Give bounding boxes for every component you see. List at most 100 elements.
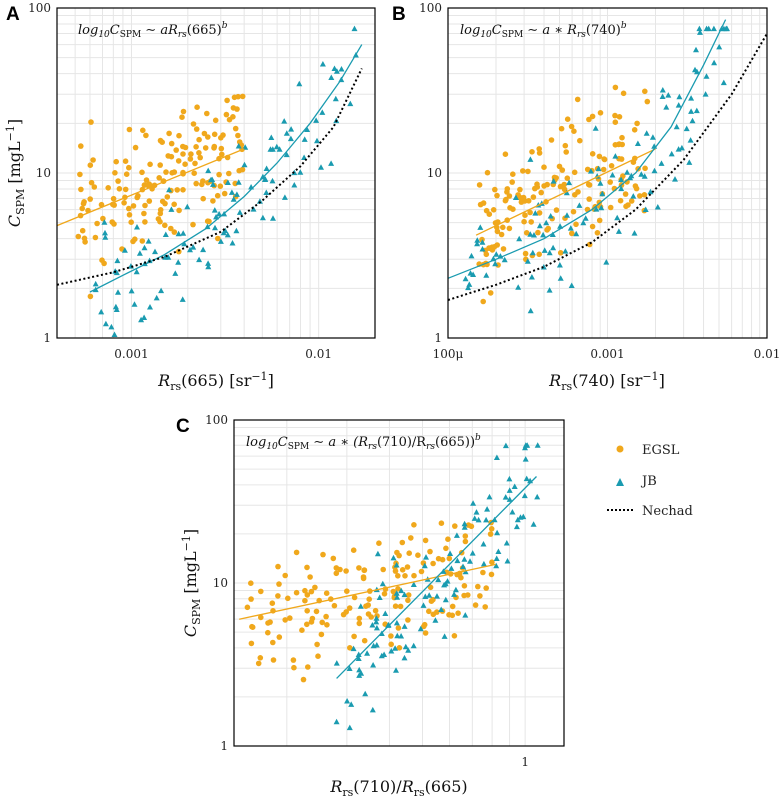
point-egsl-b xyxy=(608,163,615,169)
point-egsl-a xyxy=(193,126,200,132)
point-egsl-a xyxy=(123,171,130,177)
point-egsl-a xyxy=(218,145,225,152)
plot-frame-a xyxy=(56,7,376,339)
point-egsl-a xyxy=(236,139,243,145)
point-jb-a xyxy=(242,144,249,150)
point-egsl-a xyxy=(214,192,221,199)
point-jb-c xyxy=(441,581,448,588)
point-egsl-a xyxy=(219,151,225,158)
point-jb-a xyxy=(196,256,203,263)
point-egsl-a xyxy=(176,248,182,255)
point-jb-b xyxy=(483,272,490,278)
point-jb-a xyxy=(175,230,182,237)
point-egsl-b xyxy=(502,197,509,204)
point-jb-a xyxy=(318,164,324,170)
fit-line-egsl-b xyxy=(475,148,656,236)
point-egsl-b xyxy=(541,183,547,189)
point-jb-a xyxy=(332,95,339,102)
point-jb-a xyxy=(267,146,274,152)
point-jb-c xyxy=(493,562,500,569)
point-egsl-c xyxy=(293,589,300,596)
point-egsl-b xyxy=(506,193,513,199)
point-egsl-c xyxy=(308,588,315,595)
point-jb-b xyxy=(634,140,641,146)
point-egsl-a xyxy=(180,143,186,150)
point-egsl-a xyxy=(113,158,119,165)
point-egsl-b xyxy=(571,169,578,176)
point-jb-a xyxy=(98,308,105,315)
point-jb-c xyxy=(448,565,455,571)
point-egsl-b xyxy=(480,298,487,305)
point-egsl-b xyxy=(536,210,543,216)
point-egsl-c xyxy=(390,588,397,595)
point-jb-a xyxy=(153,294,160,301)
point-egsl-a xyxy=(121,200,127,206)
point-jb-a xyxy=(263,189,270,195)
point-jb-b xyxy=(564,212,570,218)
point-egsl-c xyxy=(360,574,367,580)
point-egsl-a xyxy=(235,132,241,139)
point-jb-a xyxy=(222,227,229,234)
point-jb-b xyxy=(501,256,508,263)
point-egsl-c xyxy=(314,641,320,648)
point-jb-c xyxy=(393,562,400,568)
legend-nechad-label: Nechad xyxy=(642,504,693,519)
point-egsl-b xyxy=(596,153,603,160)
point-egsl-b xyxy=(553,207,560,213)
point-egsl-b xyxy=(536,251,542,258)
point-jb-c xyxy=(394,594,401,600)
point-jb-a xyxy=(328,160,335,166)
point-egsl-c xyxy=(318,631,325,638)
point-egsl-b xyxy=(544,227,550,233)
point-jb-b xyxy=(694,68,700,75)
point-egsl-c xyxy=(315,653,321,659)
x-tick-label-b: 0.01 xyxy=(754,347,781,361)
point-jb-c xyxy=(373,624,380,631)
point-jb-c xyxy=(392,645,399,651)
point-egsl-c xyxy=(465,592,471,598)
point-egsl-c xyxy=(248,640,255,647)
point-jb-c xyxy=(350,645,357,652)
point-jb-c xyxy=(438,606,445,612)
point-egsl-a xyxy=(132,236,138,242)
point-jb-a xyxy=(172,270,179,276)
point-jb-b xyxy=(689,117,696,124)
point-jb-b xyxy=(524,258,531,264)
point-jb-b xyxy=(710,25,717,32)
point-egsl-c xyxy=(446,555,453,562)
point-jb-b xyxy=(703,73,710,79)
point-egsl-b xyxy=(568,123,575,130)
point-egsl-a xyxy=(226,116,233,123)
point-egsl-a xyxy=(135,193,141,199)
point-egsl-a xyxy=(206,218,212,225)
point-egsl-a xyxy=(126,126,133,133)
point-jb-a xyxy=(347,100,354,107)
point-jb-a xyxy=(175,259,182,265)
point-egsl-a xyxy=(75,233,82,240)
point-jb-c xyxy=(434,593,440,599)
point-jb-b xyxy=(618,176,625,183)
point-egsl-c xyxy=(426,608,432,615)
plot-frame-c xyxy=(233,419,565,747)
point-jb-b xyxy=(624,169,631,175)
point-egsl-b xyxy=(585,181,592,188)
point-egsl-c xyxy=(351,633,357,640)
point-egsl-c xyxy=(392,603,399,609)
point-egsl-b xyxy=(616,114,623,120)
point-jb-c xyxy=(506,496,513,502)
point-jb-a xyxy=(283,130,290,136)
point-egsl-a xyxy=(217,183,224,189)
y-tick-label-b: 100 xyxy=(419,1,442,15)
point-jb-c xyxy=(522,456,529,462)
point-jb-b xyxy=(705,25,712,32)
panel-letter-c: C xyxy=(176,416,190,437)
point-jb-a xyxy=(241,161,248,168)
point-jb-c xyxy=(435,576,442,583)
point-egsl-b xyxy=(517,186,523,193)
point-jb-a xyxy=(233,227,240,234)
point-egsl-b xyxy=(589,113,596,120)
point-egsl-b xyxy=(644,98,651,105)
point-egsl-a xyxy=(130,203,137,209)
point-jb-c xyxy=(355,655,362,661)
